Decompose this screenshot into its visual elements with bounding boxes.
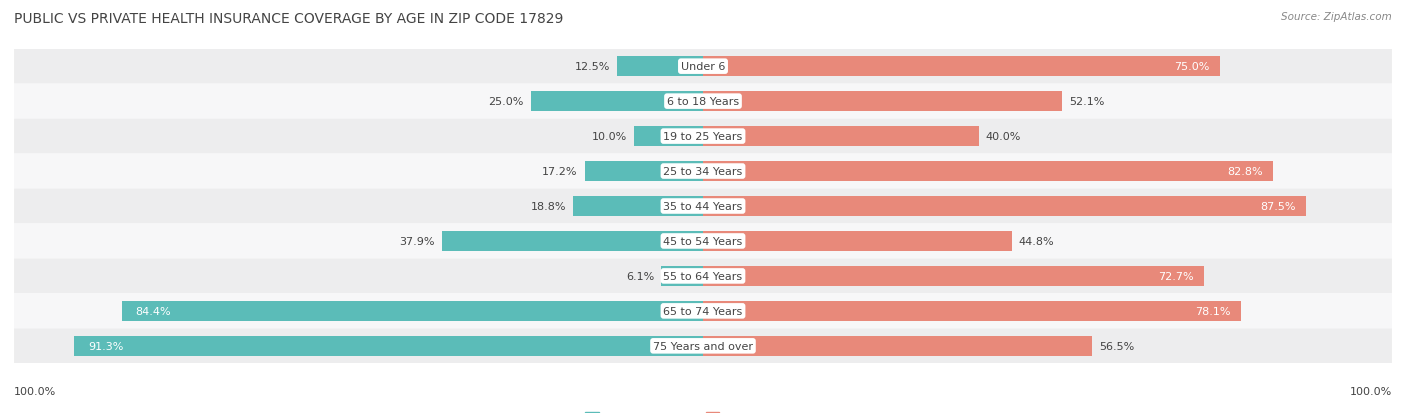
Text: 44.8%: 44.8% — [1018, 236, 1054, 247]
Bar — [585, 161, 703, 182]
Text: 6.1%: 6.1% — [626, 271, 654, 281]
Bar — [703, 231, 1012, 252]
Text: 18.8%: 18.8% — [531, 202, 567, 211]
Text: PUBLIC VS PRIVATE HEALTH INSURANCE COVERAGE BY AGE IN ZIP CODE 17829: PUBLIC VS PRIVATE HEALTH INSURANCE COVER… — [14, 12, 564, 26]
Text: 52.1%: 52.1% — [1069, 97, 1104, 107]
FancyBboxPatch shape — [14, 154, 1392, 189]
Text: 87.5%: 87.5% — [1260, 202, 1295, 211]
Text: 72.7%: 72.7% — [1159, 271, 1194, 281]
Text: 6 to 18 Years: 6 to 18 Years — [666, 97, 740, 107]
Bar — [703, 92, 1062, 112]
Bar — [703, 127, 979, 147]
Bar — [121, 301, 703, 321]
Text: 40.0%: 40.0% — [986, 132, 1021, 142]
FancyBboxPatch shape — [14, 84, 1392, 119]
Bar — [703, 197, 1306, 216]
Text: 17.2%: 17.2% — [543, 166, 578, 177]
Text: 100.0%: 100.0% — [1350, 387, 1392, 396]
FancyBboxPatch shape — [14, 294, 1392, 329]
Text: 100.0%: 100.0% — [14, 387, 56, 396]
FancyBboxPatch shape — [14, 259, 1392, 294]
Bar — [703, 336, 1092, 356]
Bar — [703, 266, 1204, 286]
Text: 84.4%: 84.4% — [135, 306, 172, 316]
FancyBboxPatch shape — [14, 329, 1392, 363]
Bar — [574, 197, 703, 216]
Text: 25 to 34 Years: 25 to 34 Years — [664, 166, 742, 177]
Text: 82.8%: 82.8% — [1227, 166, 1263, 177]
Bar — [703, 301, 1241, 321]
Text: 78.1%: 78.1% — [1195, 306, 1230, 316]
Bar — [617, 57, 703, 77]
Text: Source: ZipAtlas.com: Source: ZipAtlas.com — [1281, 12, 1392, 22]
Text: 10.0%: 10.0% — [592, 132, 627, 142]
Bar — [661, 266, 703, 286]
FancyBboxPatch shape — [14, 224, 1392, 259]
Text: 65 to 74 Years: 65 to 74 Years — [664, 306, 742, 316]
Text: 25.0%: 25.0% — [488, 97, 524, 107]
Text: 75.0%: 75.0% — [1174, 62, 1209, 72]
Text: 55 to 64 Years: 55 to 64 Years — [664, 271, 742, 281]
Bar — [441, 231, 703, 252]
Text: Under 6: Under 6 — [681, 62, 725, 72]
Bar — [703, 161, 1274, 182]
Text: 91.3%: 91.3% — [87, 341, 124, 351]
FancyBboxPatch shape — [14, 50, 1392, 84]
Text: 19 to 25 Years: 19 to 25 Years — [664, 132, 742, 142]
Bar — [75, 336, 703, 356]
Bar — [531, 92, 703, 112]
Text: 75 Years and over: 75 Years and over — [652, 341, 754, 351]
Text: 35 to 44 Years: 35 to 44 Years — [664, 202, 742, 211]
Bar — [703, 57, 1219, 77]
Text: 45 to 54 Years: 45 to 54 Years — [664, 236, 742, 247]
Text: 37.9%: 37.9% — [399, 236, 434, 247]
FancyBboxPatch shape — [14, 119, 1392, 154]
Text: 12.5%: 12.5% — [575, 62, 610, 72]
Bar — [634, 127, 703, 147]
Legend: Public Insurance, Private Insurance: Public Insurance, Private Insurance — [581, 408, 825, 413]
FancyBboxPatch shape — [14, 189, 1392, 224]
Text: 56.5%: 56.5% — [1099, 341, 1135, 351]
